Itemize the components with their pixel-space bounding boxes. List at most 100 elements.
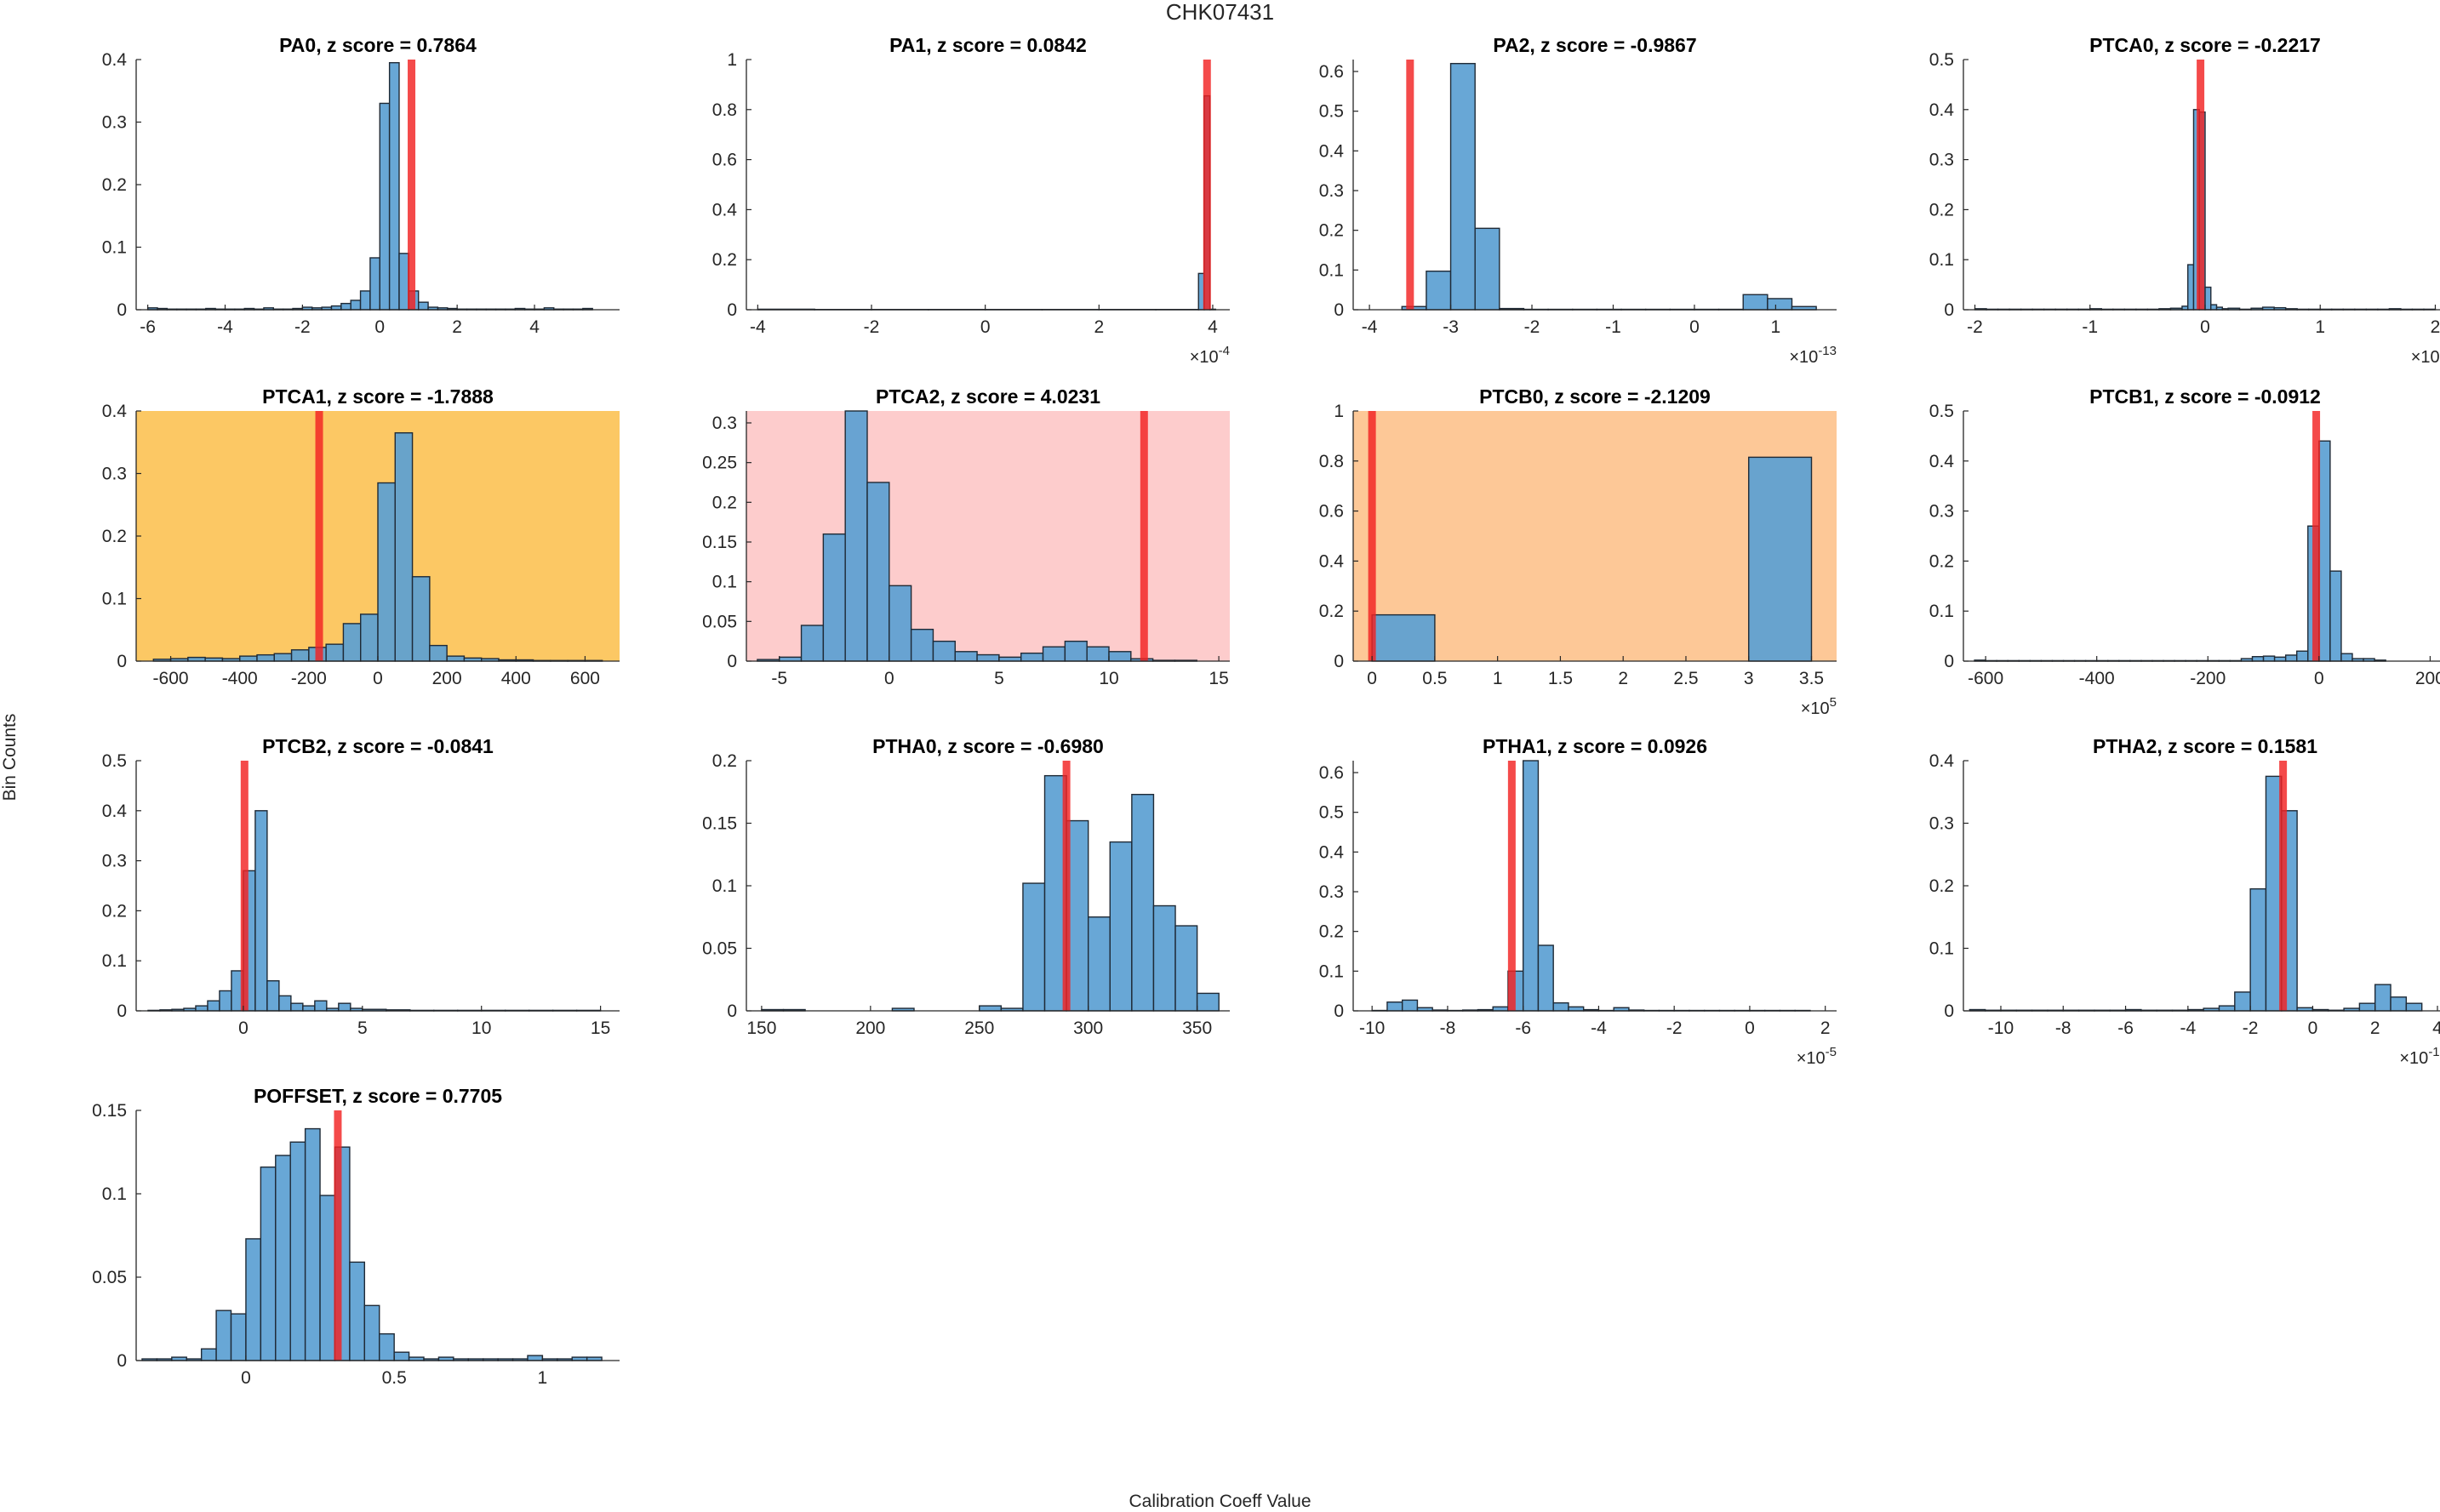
histogram-panel-11: 0 0.1 0.2 0.3 0.4 -10 -8 -6 -4 -2 0 2 4 ×10-12 PTHA2, … [1929,735,2440,1068]
histogram-bar [2358,1002,2376,1012]
histogram-bar [379,102,391,311]
x-tick-label: 0 [2308,1018,2318,1038]
y-tick-label: 0 [1334,300,1344,320]
histogram-bar [1474,227,1500,311]
y-tick-label: 0.3 [1929,502,1954,522]
y-tick-label: 0.4 [1319,551,1345,571]
x-tick-label: -2 [1524,317,1540,337]
histogram-bar [2405,1002,2423,1012]
panel-title: PA2, z score = -0.9867 [1493,34,1696,56]
x-tick-label: -1 [1605,317,1621,337]
histogram-bar [976,653,1000,662]
y-tick-label: 0 [1944,300,1954,320]
histogram-bar [418,301,429,311]
y-tick-label: 0.5 [1929,402,1954,421]
histogram-panel-2: 0 0.1 0.2 0.3 0.4 0.5 0.6 -4 -3 -2 -1 0 1 ×10-13 PA2, … [1319,34,1837,367]
y-tick-label: 0.1 [1319,961,1344,981]
y-tick-label: 0.2 [712,493,737,512]
x-tick-label: 0 [2200,317,2210,337]
histogram-bar [1552,1001,1569,1012]
x-tick-label: -600 [1968,669,2003,688]
histogram-bar [1086,646,1110,662]
histogram-bar [393,1351,410,1361]
histogram-bar [290,649,310,662]
y-tick-label: 0.2 [102,175,127,195]
histogram-bar [1064,640,1088,662]
histogram-bar [1492,1006,1509,1012]
y-tick-label: 0 [1334,1001,1344,1021]
panel-title: POFFSET, z score = 0.7705 [254,1085,502,1107]
x-tick-label: 0 [1689,317,1700,337]
histogram-bar [388,61,400,311]
histogram-bar [1767,298,1793,311]
histogram-bar [363,1304,380,1361]
histogram-panel-0: 0 0.1 0.2 0.3 0.4 -6 -4 -2 0 2 4 PA0, z score = 0.7… [102,34,620,337]
y-tick-label: 0.2 [712,751,737,771]
x-tick-label: 1 [2315,317,2325,337]
x-tick-label: 1 [1493,669,1503,688]
histogram-bar [219,990,232,1012]
x-tick-label: 2 [2431,317,2440,337]
y-tick-label: 0.6 [1319,763,1344,783]
x-tick-label: 200 [432,669,462,688]
histogram-bar [369,257,380,311]
histogram-bar [398,253,410,311]
x-tick-label: 250 [964,1018,994,1038]
histogram-bar [273,653,293,662]
x-tick-label: -2 [1666,1018,1683,1038]
y-tick-label: 0.5 [1319,102,1344,122]
histogram-panel-12: 0 0.05 0.1 0.15 0 0.5 1 POFFSET, z score = 0.77… [92,1085,620,1388]
y-tick-label: 0.1 [102,590,127,609]
histogram-bar [360,613,379,662]
histogram-bar [2265,775,2283,1012]
histogram-bar [200,1348,217,1361]
panel-title: PTHA0, z score = -0.6980 [872,735,1104,757]
x-tick-label: -2 [1967,317,1983,337]
y-tick-label: 0.6 [1319,62,1344,82]
histogram-panel-6: 0 0.2 0.4 0.6 0.8 1 0 0.5 1 1.5 2 2.5 3 3.5 ×105 PTCB0,… [1319,385,1837,718]
histogram-panel-1: 0 0.2 0.4 0.6 0.8 1 -4 -2 0 2 4 ×10-4 PA1, z score =… [712,34,1230,367]
y-tick-label: 0.3 [1319,882,1344,902]
histogram-panel-5: 0 0.05 0.1 0.15 0.2 0.25 0.3 -5 0 5 10 15 PTCA2, z s… [702,385,1230,688]
x-tick-label: 3.5 [1799,669,1824,688]
y-tick-label: 0.4 [102,802,128,821]
histogram-bar [979,1005,1003,1012]
histogram-bar [1108,651,1132,662]
calibration-value-marker [2279,761,2288,1011]
x-tick-label: 0 [2314,669,2324,688]
x-tick-label: 0 [238,1018,249,1038]
x-tick-label: 2 [1618,669,1628,688]
histogram-bar [338,1002,351,1012]
histogram-bar [2374,984,2391,1012]
y-tick-label: 0.4 [1929,452,1955,471]
histogram-bar [1087,916,1111,1012]
calibration-value-marker [1368,411,1376,661]
x-tick-label: 5 [357,1018,368,1038]
y-tick-label: 0.1 [102,1184,127,1204]
y-tick-label: 0.15 [92,1101,127,1121]
histogram-panel-9: 0 0.05 0.1 0.15 0.2 150 200 250 300 350 PTHA0, z s… [702,735,1230,1038]
y-tick-label: 0.4 [1319,842,1345,862]
panel-title: PTCB1, z score = -0.0912 [2089,385,2321,408]
histogram-bar [527,1355,544,1361]
histogram-bar [350,300,362,311]
calibration-value-marker [1140,411,1148,661]
y-tick-label: 0.2 [1929,200,1954,220]
y-axis-label: Bin Counts [0,713,20,802]
y-tick-label: 0.2 [1319,221,1344,241]
y-tick-label: 0 [117,300,127,320]
y-tick-label: 0.05 [92,1268,127,1287]
histogram-bar [359,290,371,311]
x-tick-label: -3 [1443,317,1459,337]
histogram-bar [2218,1005,2236,1012]
x-tick-label: -6 [2117,1018,2134,1038]
histogram-bar [349,1261,366,1361]
histogram-bar [275,1155,291,1361]
x-tick-label: -2 [294,317,311,337]
x-tick-label: -400 [2079,669,2115,688]
panel-title: PTHA1, z score = 0.0926 [1483,735,1707,757]
y-tick-label: 0.6 [1319,502,1344,522]
y-tick-label: 0.1 [1319,260,1344,280]
x-tick-label: 2 [2370,1018,2380,1038]
x-tick-label: 10 [1099,669,1118,688]
